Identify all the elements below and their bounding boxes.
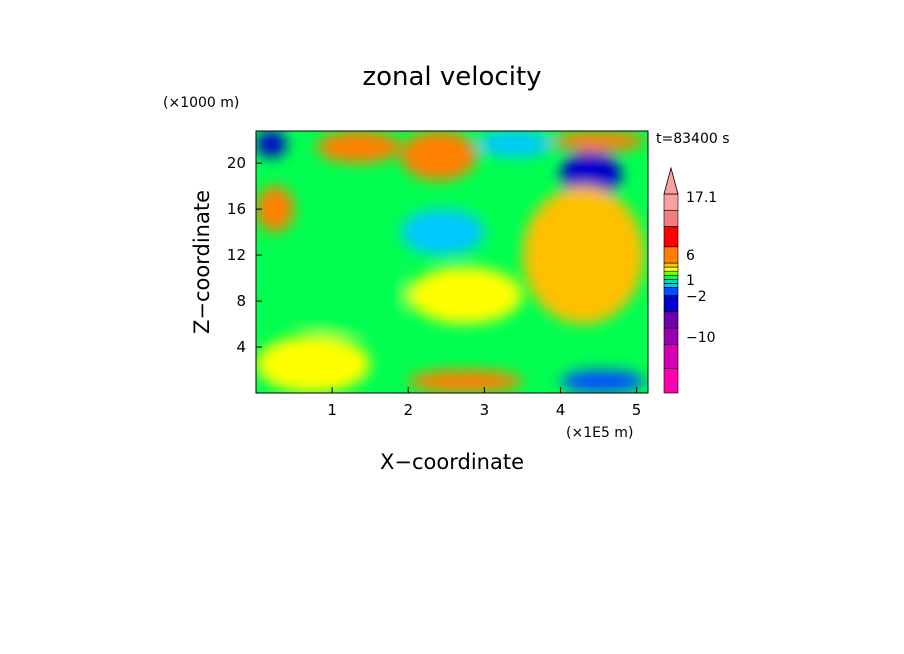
time-label: t=83400 s xyxy=(656,131,730,147)
colorbar-label: 1 xyxy=(686,273,695,289)
colorbar-label: 6 xyxy=(686,248,695,264)
chart-title: zonal velocity xyxy=(362,62,541,92)
field-region xyxy=(400,131,477,181)
field-region xyxy=(408,370,523,393)
y-tick-label: 16 xyxy=(227,200,246,218)
field-region xyxy=(408,266,523,325)
colorbar-band xyxy=(663,278,679,284)
plot-frame xyxy=(255,130,649,394)
field-region xyxy=(552,131,645,152)
colorbar-band xyxy=(663,368,679,394)
field-region xyxy=(522,186,645,325)
colorbar-band xyxy=(663,287,679,296)
colorbar-band xyxy=(663,209,679,227)
colorbar-band xyxy=(663,295,679,313)
colorbar-band xyxy=(663,283,679,288)
y-tick-label: 8 xyxy=(236,292,246,310)
x-tick-label: 1 xyxy=(327,401,337,419)
colorbar xyxy=(663,166,679,394)
colorbar-band xyxy=(663,246,679,264)
field-region xyxy=(256,131,287,158)
colorbar-extend-arrow xyxy=(663,166,679,195)
y-tick-label: 20 xyxy=(227,154,246,172)
colorbar-band xyxy=(663,262,679,268)
x-tick-label: 3 xyxy=(480,401,490,419)
colorbar-band xyxy=(663,311,679,329)
field-region xyxy=(560,151,622,198)
x-tick-label: 4 xyxy=(556,401,566,419)
y-tick-label: 4 xyxy=(236,338,246,356)
colorbar-band xyxy=(663,266,679,272)
field-region xyxy=(400,209,485,256)
colorbar-band xyxy=(663,270,679,276)
colorbar-label: 17.1 xyxy=(686,190,717,206)
field-region xyxy=(476,131,553,158)
colorbar-band xyxy=(663,274,679,280)
field-region xyxy=(256,335,371,393)
field-region xyxy=(278,255,409,336)
y-axis-title: Z−coordinate xyxy=(190,190,214,334)
colorbar-label: −10 xyxy=(686,330,716,346)
x-axis-title: X−coordinate xyxy=(380,450,524,474)
field-region xyxy=(256,186,295,233)
x-unit-label: (×1E5 m) xyxy=(566,425,633,441)
colorbar-label: −2 xyxy=(686,289,707,305)
y-unit-label: (×1000 m) xyxy=(163,95,239,111)
heatmap-field xyxy=(256,131,648,393)
colorbar-band xyxy=(663,226,679,248)
x-tick-label: 2 xyxy=(403,401,413,419)
field-region xyxy=(560,370,645,393)
colorbar-band xyxy=(663,343,679,369)
x-tick-label: 5 xyxy=(632,401,642,419)
colorbar-band xyxy=(663,193,679,211)
field-region xyxy=(316,131,401,164)
y-tick-label: 12 xyxy=(227,246,246,264)
colorbar-band xyxy=(663,327,679,345)
